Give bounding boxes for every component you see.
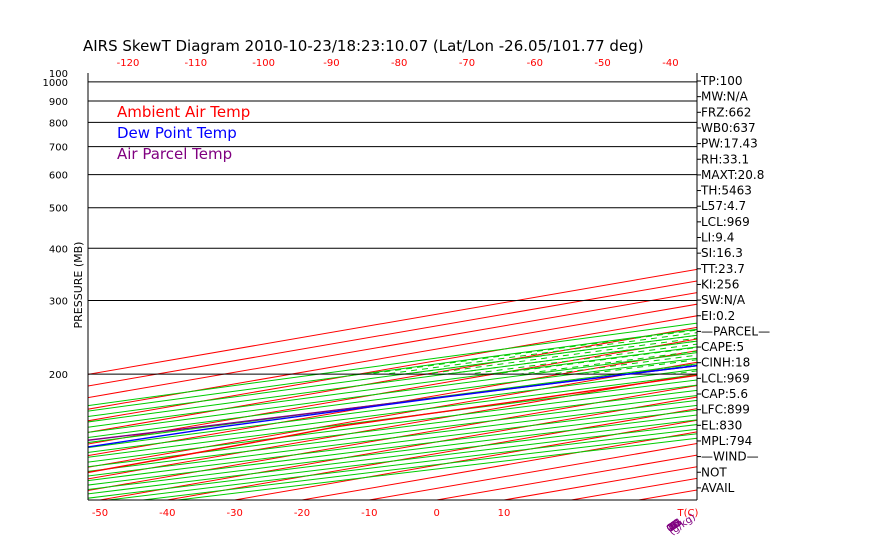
bottom-temp-tick-label: -40 — [159, 508, 175, 519]
index-label: LCL:969 — [701, 215, 750, 229]
top-temp-tick-label: -70 — [459, 58, 475, 69]
pressure-tick-label: 800 — [49, 118, 68, 129]
index-label: CAPE:5 — [701, 340, 744, 354]
moist-adiabat-line — [404, 334, 697, 375]
index-label: MPL:794 — [701, 434, 752, 448]
bottom-temp-tick-label: -30 — [226, 508, 242, 519]
moist-adiabat-line — [446, 340, 697, 375]
chart-series — [88, 364, 697, 474]
index-label: LCL:969 — [701, 371, 750, 385]
dry-adiabat-line — [88, 322, 697, 407]
isotherm-line — [88, 326, 697, 433]
chart-legend: Ambient Air Temp Dew Point Temp Air Parc… — [117, 103, 250, 163]
bottom-temp-tick-label: -50 — [92, 508, 108, 519]
legend-air-parcel-temp: Air Parcel Temp — [117, 145, 232, 163]
legend-dew-point-temp: Dew Point Temp — [117, 124, 237, 142]
top-temp-tick-label: -120 — [117, 58, 140, 69]
isotherm-line — [88, 338, 697, 445]
index-label: PW:17.43 — [701, 137, 758, 151]
top-temp-tick-label: -40 — [662, 58, 678, 69]
isotherm-line — [88, 280, 697, 387]
mixing-ratio-tick-label: 2 — [669, 520, 681, 533]
index-label: —WIND— — [701, 450, 759, 464]
pressure-tick-label: 200 — [49, 370, 68, 381]
top-temp-tick-label: -80 — [391, 58, 407, 69]
index-label: KI:256 — [701, 277, 739, 291]
mixing-ratio-tick-label: 6 — [669, 520, 681, 533]
index-label: WB0:637 — [701, 121, 756, 135]
index-label: RH:33.1 — [701, 152, 749, 166]
moist-adiabat-line — [366, 329, 697, 375]
dew-point-temp-line — [88, 364, 697, 448]
pressure-tick-label: 100 — [49, 69, 68, 80]
index-label: TH:5463 — [700, 184, 752, 198]
pressure-tick-label: 700 — [49, 143, 68, 154]
isotherm-line — [88, 384, 697, 491]
index-label: CAP:5.6 — [701, 387, 748, 401]
top-temp-tick-label: -90 — [323, 58, 339, 69]
top-temp-tick-label: -50 — [594, 58, 610, 69]
isotherm-line — [167, 408, 697, 500]
isotherm-line — [234, 419, 697, 500]
bottom-temp-tick-label: 0 — [433, 508, 439, 519]
index-label: FRZ:662 — [701, 105, 751, 119]
isotherm-line — [88, 268, 697, 375]
chart-title: AIRS SkewT Diagram 2010-10-23/18:23:10.0… — [83, 37, 644, 55]
isotherm-line — [436, 454, 697, 500]
index-label: LFC:899 — [701, 403, 750, 417]
index-label: MW:N/A — [701, 90, 749, 104]
index-label: SI:16.3 — [701, 246, 743, 260]
moist-adiabat-line — [385, 332, 697, 375]
isotherm-line — [99, 396, 697, 500]
index-label: NOT — [701, 465, 727, 479]
isotherm-line — [88, 350, 697, 457]
moist-adiabat-line — [468, 343, 697, 375]
bottom-temp-tick-label: -20 — [294, 508, 310, 519]
pressure-tick-label: 1000 — [43, 78, 68, 89]
isotherm-line — [773, 73, 870, 500]
index-label: TT:23.7 — [700, 262, 745, 276]
mixing-ratio-tick-label: 8 — [669, 520, 681, 533]
mixing-ratio-tick-label: 4 — [669, 520, 681, 533]
top-temp-tick-label: -110 — [184, 58, 207, 69]
mixing-ratio-tick-label: 3 — [669, 520, 681, 533]
index-label: —PARCEL— — [701, 324, 770, 338]
pressure-tick-label: 300 — [49, 296, 68, 307]
moist-adiabat-line — [794, 82, 870, 374]
top-temp-tick-label: -60 — [527, 58, 543, 69]
index-label: EI:0.2 — [701, 309, 735, 323]
y-axis-label: PRESSURE (MB) — [72, 242, 85, 329]
bottom-temp-tick-label: 10 — [498, 508, 511, 519]
index-label: MAXT:20.8 — [701, 168, 764, 182]
chart-grid — [88, 73, 870, 500]
index-label: AVAIL — [701, 481, 735, 495]
pressure-tick-label: 500 — [49, 204, 68, 215]
isotherm-line — [301, 431, 697, 500]
isotherm-line — [88, 373, 697, 480]
isotherm-line — [841, 73, 870, 500]
bottom-temp-tick-label: -10 — [361, 508, 377, 519]
bottom-unit-label: T(C) — [677, 508, 699, 519]
pressure-tick-label: 600 — [49, 171, 68, 182]
index-label: CINH:18 — [701, 356, 750, 370]
pressure-tick-label: 400 — [49, 244, 68, 255]
index-label: L57:4.7 — [701, 199, 746, 213]
index-label: SW:N/A — [701, 293, 746, 307]
ambient-air-temp-line — [88, 374, 697, 474]
index-label: TP:100 — [700, 74, 743, 88]
legend-ambient-air-temp: Ambient Air Temp — [117, 103, 250, 121]
mixing-ratio-tick-label: 1 — [669, 520, 681, 533]
pressure-tick-label: 900 — [49, 97, 68, 108]
index-label: LI:9.4 — [701, 231, 734, 245]
top-temp-tick-label: -100 — [252, 58, 275, 69]
index-label: EL:830 — [701, 418, 742, 432]
